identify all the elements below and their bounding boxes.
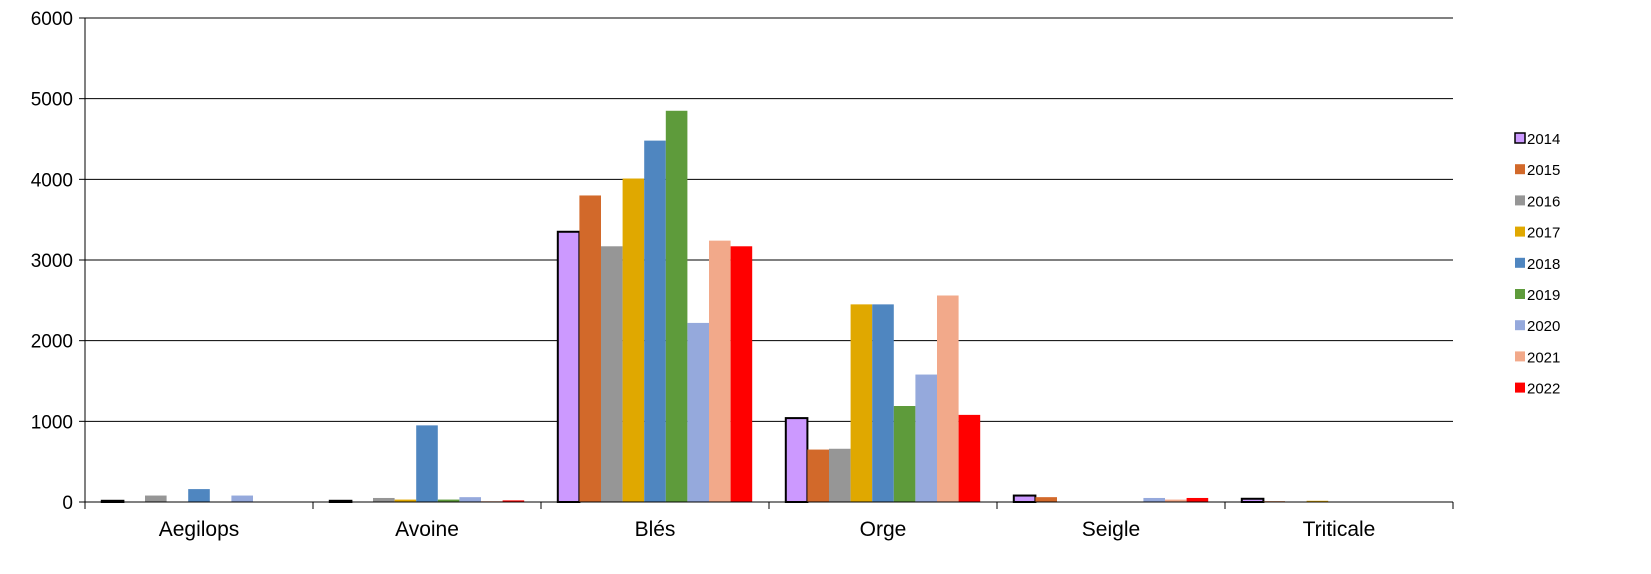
- legend-label-2019: 2019: [1527, 287, 1560, 304]
- bar-2020-avoine: [459, 497, 481, 502]
- y-tick-label: 1000: [31, 412, 73, 433]
- legend-swatch-2019: [1515, 289, 1525, 299]
- legend-label-2022: 2022: [1527, 381, 1560, 398]
- bar-2020-blés: [687, 322, 709, 502]
- bar-2018-orge: [872, 304, 894, 502]
- legend-item-2019: 2019: [1515, 287, 1560, 304]
- legend: 2014 2015 2016 2017 2018 2019 2020 2021 2022: [1514, 131, 1560, 398]
- legend-item-2018: 2018: [1515, 256, 1560, 273]
- gridlines: [85, 17, 1453, 422]
- legend-swatch-2016: [1515, 195, 1525, 206]
- legend-swatch-2022: [1515, 382, 1525, 393]
- bar-2015-orge: [807, 449, 829, 502]
- legend-item-2021: 2021: [1515, 349, 1560, 366]
- bar-2016-avoine: [373, 497, 395, 502]
- bar-2019-blés: [665, 110, 688, 503]
- bar-2017-orge: [850, 304, 873, 502]
- x-tick-label-avoine: Avoine: [395, 518, 459, 541]
- legend-label-2015: 2015: [1527, 162, 1560, 179]
- bar-2021-orge: [937, 295, 959, 502]
- legend-swatch-2017: [1515, 226, 1525, 237]
- legend-item-2016: 2016: [1515, 193, 1560, 210]
- bar-2017-avoine: [394, 499, 417, 502]
- bar-2021-blés: [709, 240, 731, 502]
- legend-item-2020: 2020: [1515, 318, 1560, 335]
- x-tick-label-aegilops: Aegilops: [159, 518, 240, 541]
- axes: [79, 17, 1454, 509]
- y-tick-label: 5000: [31, 90, 73, 111]
- bar-2014-blés: [556, 230, 581, 503]
- y-tick-labels: 0 1000 2000 3000 4000 5000 6000: [31, 9, 73, 514]
- y-tick-label: 2000: [31, 332, 73, 353]
- bars: [100, 110, 1329, 504]
- x-tick-label-blés: Blés: [635, 518, 676, 541]
- legend-swatch-2015: [1515, 164, 1525, 175]
- bar-2020-orge: [915, 374, 937, 502]
- legend-item-2022: 2022: [1515, 381, 1560, 398]
- bar-2016-orge: [829, 448, 851, 502]
- bar-2022-blés: [730, 246, 753, 502]
- bar-2021-seigle: [1165, 499, 1187, 502]
- bar-2018-aegilops: [188, 489, 210, 502]
- legend-label-2017: 2017: [1527, 225, 1560, 242]
- legend-swatch-2020: [1515, 320, 1525, 331]
- bar-2018-avoine: [416, 425, 438, 502]
- bar-2022-orge: [958, 414, 981, 502]
- legend-label-2018: 2018: [1527, 256, 1560, 273]
- bar-2018-blés: [644, 140, 666, 502]
- y-tick-label: 4000: [31, 170, 73, 191]
- bar-2020-seigle: [1143, 497, 1165, 502]
- y-tick-label: 6000: [31, 9, 73, 30]
- bar-2019-avoine: [437, 499, 460, 502]
- legend-item-2015: 2015: [1515, 162, 1560, 179]
- x-tick-label-triticale: Triticale: [1303, 518, 1376, 541]
- bar-2014-orge: [784, 417, 809, 503]
- x-tick-label-orge: Orge: [860, 518, 907, 541]
- bar-2022-seigle: [1186, 497, 1209, 502]
- bar-2015-blés: [579, 195, 601, 502]
- legend-item-2017: 2017: [1515, 225, 1560, 242]
- bar-2016-aegilops: [145, 495, 167, 502]
- x-tick-labels: Aegilops Avoine Blés Orge Seigle Triticale: [159, 518, 1376, 541]
- bar-2020-aegilops: [231, 495, 253, 502]
- legend-label-2020: 2020: [1527, 318, 1560, 335]
- bar-2016-blés: [601, 246, 623, 502]
- bar-2015-seigle: [1035, 497, 1057, 502]
- legend-item-2014: 2014: [1514, 131, 1560, 148]
- y-tick-label: 0: [62, 493, 73, 514]
- bar-2017-triticale: [1306, 500, 1329, 502]
- bar-2017-blés: [622, 178, 645, 502]
- legend-swatch-2014: [1514, 132, 1526, 144]
- legend-label-2014: 2014: [1527, 131, 1560, 148]
- legend-swatch-2018: [1515, 257, 1525, 268]
- bar-2022-avoine: [502, 500, 525, 502]
- bar-2014-seigle: [1012, 494, 1037, 503]
- legend-swatch-2021: [1515, 351, 1525, 362]
- y-tick-label: 3000: [31, 251, 73, 272]
- legend-label-2016: 2016: [1527, 193, 1560, 210]
- legend-label-2021: 2021: [1527, 349, 1560, 366]
- bar-2019-orge: [893, 406, 916, 502]
- x-tick-label-seigle: Seigle: [1082, 518, 1140, 541]
